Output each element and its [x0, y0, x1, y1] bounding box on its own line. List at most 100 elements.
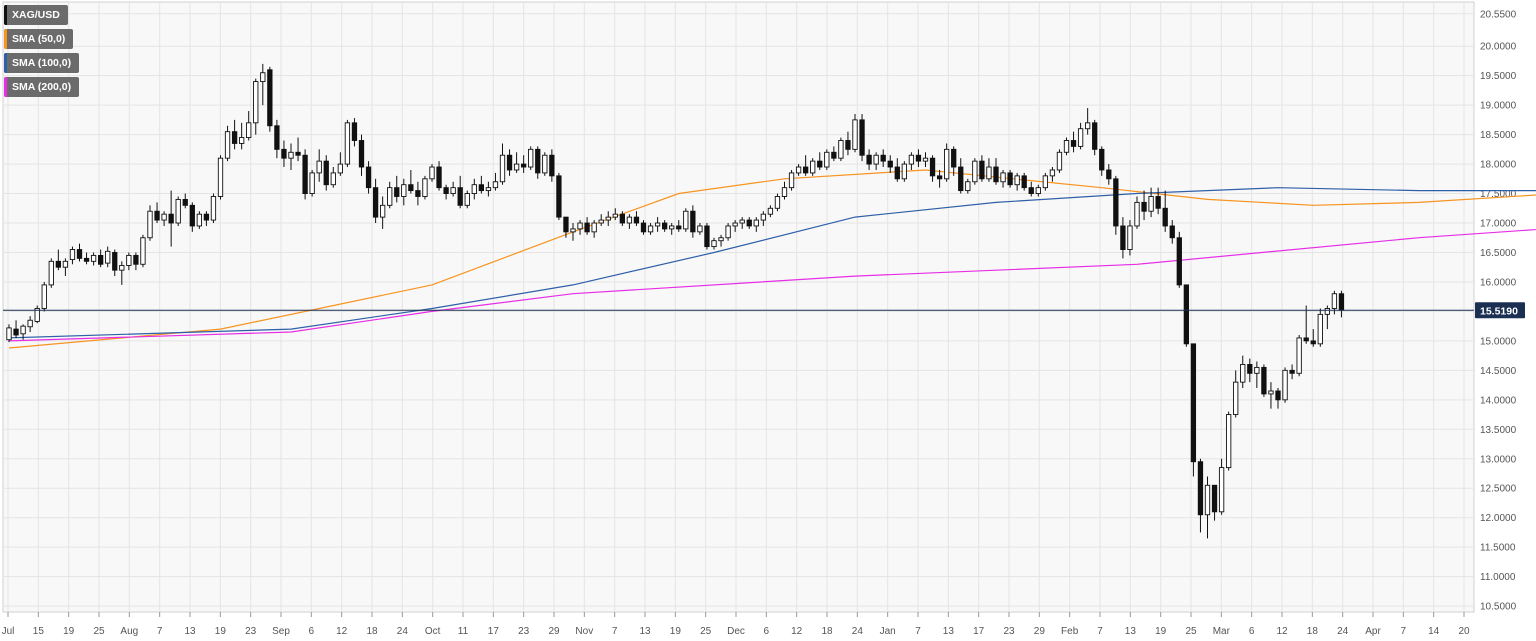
candle-body — [1113, 178, 1119, 227]
candle-body — [1162, 207, 1168, 227]
candle-body — [852, 119, 858, 150]
candle-body — [845, 140, 851, 150]
candle-body — [1084, 122, 1091, 130]
x-tick-label: Nov — [575, 626, 593, 637]
candle-body — [1331, 293, 1338, 309]
candle-body — [253, 81, 259, 124]
candle-body — [478, 184, 484, 192]
candle-body — [739, 219, 745, 224]
candle-body — [788, 172, 795, 189]
candle-body — [231, 131, 238, 144]
candle-body — [76, 249, 83, 259]
sma-line — [8, 169, 1536, 349]
x-tick-label: Sep — [272, 626, 290, 637]
candle-body — [1099, 148, 1105, 171]
legend-swatch — [4, 53, 7, 73]
candle-body — [457, 187, 463, 206]
candle-body — [979, 160, 985, 180]
candle-body — [1007, 172, 1013, 186]
x-tick-label: 6 — [1249, 626, 1255, 637]
y-tick-label: 12.5000 — [1480, 484, 1517, 495]
x-tick-label: 25 — [93, 626, 105, 637]
candle-body — [1106, 169, 1112, 180]
candle-body — [669, 225, 675, 230]
candle-body — [55, 260, 62, 268]
candle-body — [647, 225, 654, 233]
x-tick-label: Oct — [425, 626, 441, 637]
candle-body — [915, 154, 922, 162]
x-tick-label: 24 — [852, 626, 864, 637]
legend-item[interactable]: XAG/USD — [4, 5, 68, 25]
x-tick-label: Feb — [1061, 626, 1079, 637]
candle-body — [408, 184, 414, 192]
legend-label: XAG/USD — [12, 9, 60, 21]
legend-item[interactable]: SMA (100,0) — [4, 53, 80, 73]
candle-body — [83, 257, 90, 262]
candle-body — [563, 216, 569, 233]
candle-body — [499, 154, 506, 183]
candle-body — [1204, 484, 1211, 516]
candle-body — [767, 207, 774, 215]
y-tick-label: 16.0000 — [1480, 277, 1517, 288]
candle-body — [1070, 140, 1077, 147]
candle-body — [894, 166, 900, 180]
candle-body — [1120, 225, 1126, 250]
candle-body — [394, 187, 400, 197]
candle-body — [1056, 151, 1063, 171]
candle-body — [1141, 201, 1147, 212]
candle-body — [175, 198, 181, 224]
candle-body — [401, 184, 407, 197]
legend-swatch — [4, 5, 7, 25]
candle-body — [203, 213, 210, 221]
candle-body — [774, 196, 781, 209]
candle-body — [718, 237, 724, 242]
candle-body — [831, 151, 837, 159]
candle-body — [1247, 364, 1253, 374]
candle-body — [760, 213, 767, 221]
candle-body — [662, 222, 668, 230]
y-tick-label: 19.0000 — [1480, 101, 1517, 112]
candle-body — [295, 151, 301, 156]
candle-body — [549, 154, 555, 177]
candle-body — [1000, 172, 1006, 183]
candle-body — [380, 204, 386, 218]
candle-body — [1261, 366, 1267, 395]
current-price-label: 15.5190 — [1480, 305, 1518, 317]
candle-body — [316, 160, 322, 174]
x-tick-label: 12 — [791, 626, 803, 637]
candle-body — [1317, 313, 1323, 345]
legend-item[interactable]: SMA (200,0) — [4, 77, 80, 97]
candle-body — [1155, 196, 1161, 209]
candle-body — [1310, 340, 1316, 345]
candle-body — [1303, 337, 1309, 342]
candle-body — [1233, 381, 1239, 416]
candle-body — [795, 166, 802, 174]
x-tick-label: 19 — [1155, 626, 1167, 637]
y-tick-label: 19.5000 — [1480, 71, 1517, 82]
candle-body — [210, 196, 217, 221]
candle-body — [436, 166, 442, 189]
candle-body — [753, 219, 759, 227]
candle-body — [704, 225, 710, 248]
candle-body — [633, 216, 640, 224]
candle-body — [1176, 237, 1182, 286]
candle-body — [577, 222, 583, 230]
x-tick-label: 18 — [1307, 626, 1319, 637]
candle-body — [450, 187, 456, 194]
candle-body — [140, 237, 146, 265]
legend-item[interactable]: SMA (50,0) — [4, 29, 74, 49]
legend-label: SMA (50,0) — [12, 33, 66, 45]
candle-body — [1268, 390, 1274, 395]
candle-body — [161, 213, 167, 221]
y-tick-label: 18.5000 — [1480, 130, 1517, 141]
candle-body — [591, 222, 597, 233]
candle-body — [365, 166, 372, 189]
candle-body — [725, 225, 731, 239]
candle-body — [485, 187, 492, 192]
candle-body — [535, 148, 541, 174]
x-tick-label: 19 — [670, 626, 682, 637]
candle-body — [260, 72, 266, 83]
candle-body — [901, 163, 908, 180]
candle-body — [746, 219, 752, 227]
